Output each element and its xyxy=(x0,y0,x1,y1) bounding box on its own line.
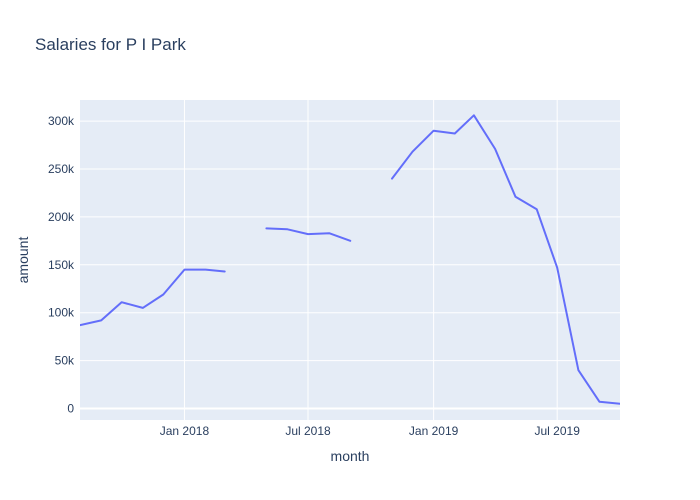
tick-labels: 0 50k 100k 150k 200k 250k 300k Jan 2018 Jul 2018… xyxy=(48,114,580,438)
series-layer xyxy=(80,114,620,405)
plot-area xyxy=(80,100,620,420)
y-tick-label: 250k xyxy=(48,162,75,176)
x-tick-label: Jan 2019 xyxy=(409,424,459,438)
y-tick-label: 150k xyxy=(48,258,75,272)
x-tick-label: Jan 2018 xyxy=(160,424,210,438)
x-axis-title: month xyxy=(331,448,370,464)
y-tick-label: 200k xyxy=(48,210,75,224)
series-line-segment xyxy=(80,268,226,327)
x-tick-label: Jul 2018 xyxy=(285,424,331,438)
y-axis-title: amount xyxy=(15,237,31,284)
y-tick-label: 0 xyxy=(67,402,74,416)
y-tick-label: 300k xyxy=(48,114,75,128)
chart-title: Salaries for P I Park xyxy=(35,35,186,54)
y-tick-label: 100k xyxy=(48,306,75,320)
grid xyxy=(80,100,620,420)
series-line-segment xyxy=(391,114,620,405)
y-tick-label: 50k xyxy=(55,354,75,368)
x-tick-label: Jul 2019 xyxy=(535,424,581,438)
series-line-segment xyxy=(265,227,352,242)
